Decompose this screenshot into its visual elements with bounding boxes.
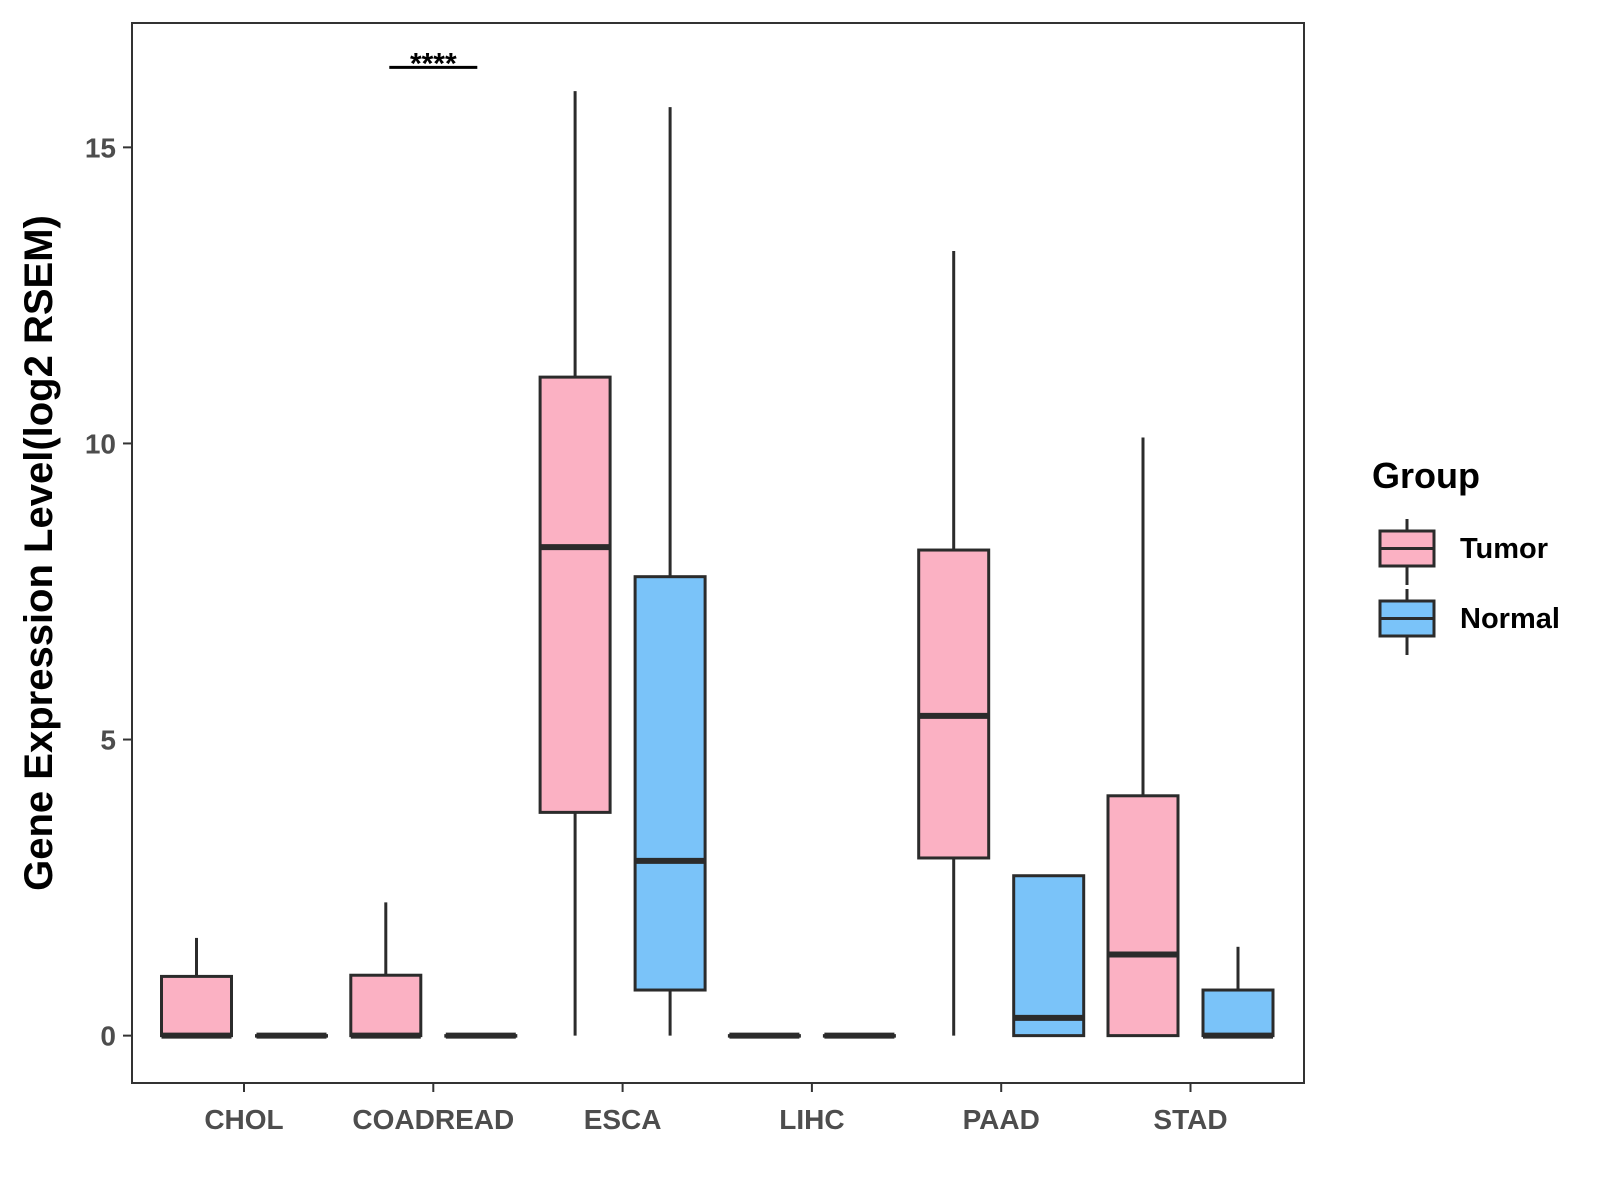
box-normal-lihc: [822, 1032, 896, 1039]
y-axis-title: Gene Expression Level(log2 RSEM): [17, 215, 61, 891]
legend-entry-normal[interactable]: Normal: [1378, 589, 1560, 655]
x-tick-label: STAD: [1153, 1104, 1227, 1135]
legend-entry-tumor[interactable]: Tumor: [1378, 519, 1548, 585]
y-tick-label: 0: [100, 1021, 116, 1052]
box-body: [160, 974, 233, 1038]
box-body: [917, 548, 991, 860]
y-tick-label: 10: [85, 428, 116, 459]
box-normal-paad: [1012, 874, 1086, 1038]
box-tumor-stad: [1106, 437, 1180, 1038]
box-body: [633, 575, 707, 992]
legend: Group Tumor Normal: [1372, 455, 1560, 655]
box-tumor-coadread: [349, 902, 423, 1039]
box-tumor-esca: [538, 91, 612, 1036]
x-tick-label: COADREAD: [352, 1104, 514, 1135]
box-tumor-chol: [160, 937, 233, 1039]
box-normal-coadread: [444, 1032, 518, 1039]
x-tick-label: PAAD: [963, 1104, 1040, 1135]
significance-label: ****: [410, 47, 457, 80]
plot-area: 0 5 10 15 CHOL COADREAD ESCA LIHC PAAD STAD ****: [85, 47, 1275, 1135]
legend-label-normal: Normal: [1460, 603, 1560, 635]
panel-border: [131, 22, 1305, 1084]
box-tumor-paad: [917, 250, 991, 1036]
box-body: [1201, 988, 1275, 1038]
box-body: [538, 375, 612, 814]
box-normal-esca: [633, 107, 707, 1036]
box-body: [349, 973, 423, 1038]
box-normal-stad: [1201, 946, 1275, 1039]
legend-label-tumor: Tumor: [1460, 533, 1548, 565]
y-tick-label: 5: [100, 725, 116, 756]
box-normal-chol: [255, 1032, 328, 1039]
x-tick-label: ESCA: [584, 1104, 662, 1135]
y-tick-label: 15: [85, 132, 116, 163]
box-body: [1106, 794, 1180, 1038]
x-tick-label: CHOL: [204, 1104, 283, 1135]
legend-title: Group: [1372, 455, 1480, 496]
box-body: [1012, 874, 1086, 1038]
x-tick-label: LIHC: [779, 1104, 844, 1135]
box-tumor-lihc: [727, 1032, 801, 1039]
